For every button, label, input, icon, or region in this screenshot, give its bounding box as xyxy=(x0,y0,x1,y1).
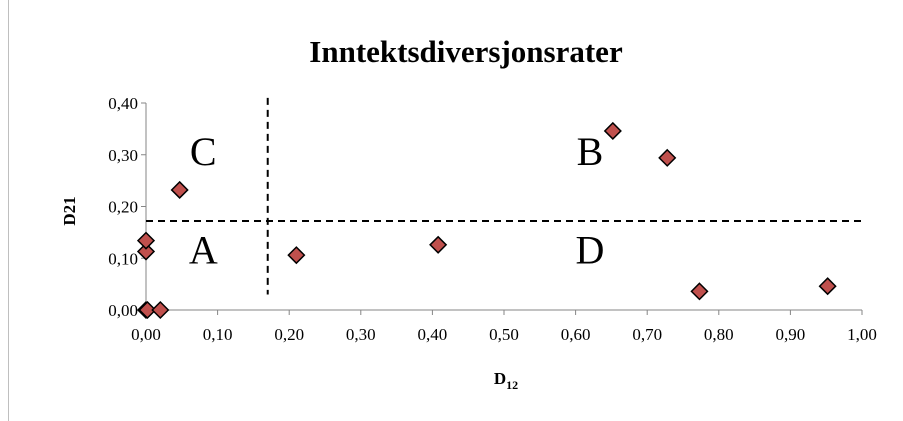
chart-title: Inntektsdiversjonsrater xyxy=(309,34,623,69)
axes xyxy=(141,102,863,315)
data-point xyxy=(658,148,677,167)
tick-labels: 0,00 0,10 0,20 0,30 0,40 0,00 0,10 0,20 0,30 0,40… xyxy=(108,94,877,344)
x-axis-title: D12 xyxy=(494,369,518,392)
x-tick-label: 0,60 xyxy=(561,325,591,344)
data-point xyxy=(151,300,170,320)
x-tick-label: 0,70 xyxy=(632,325,662,344)
x-tick-label: 0,50 xyxy=(489,325,519,344)
y-axis-title: D21 xyxy=(60,196,79,225)
x-tick-label: 0,80 xyxy=(704,325,734,344)
quadrant-label-b: B xyxy=(577,129,604,174)
quadrant-labels: C B A D xyxy=(189,129,605,272)
x-tick-label: 0,40 xyxy=(418,325,448,344)
data-point xyxy=(429,235,448,254)
data-point xyxy=(603,121,622,141)
data-point xyxy=(138,300,157,320)
y-tick-label: 0,30 xyxy=(108,146,138,165)
chart-area: Inntektsdiversjonsrater 0,00 0,10 0,20 0,30… xyxy=(8,0,901,421)
x-tick-label: 0,90 xyxy=(776,325,806,344)
data-point xyxy=(287,246,306,265)
quadrant-label-d: D xyxy=(575,227,604,272)
y-tick-label: 0,00 xyxy=(108,301,138,320)
x-tick-label: 1,00 xyxy=(847,325,877,344)
x-tick-label: 0,20 xyxy=(274,325,304,344)
data-point xyxy=(818,277,837,296)
scatter-chart: Inntektsdiversjonsrater 0,00 0,10 0,20 0,30… xyxy=(60,34,877,392)
quadrant-label-a: A xyxy=(189,227,218,272)
quadrant-label-c: C xyxy=(190,129,217,174)
data-point xyxy=(690,282,709,301)
data-points xyxy=(136,121,837,320)
y-tick-label: 0,40 xyxy=(108,94,138,113)
x-axis-title-subscript: 12 xyxy=(506,378,518,392)
data-point xyxy=(136,231,156,250)
y-tick-label: 0,20 xyxy=(108,198,138,217)
data-point xyxy=(170,180,189,200)
x-axis-title-main: D xyxy=(494,369,506,388)
x-tick-label: 0,30 xyxy=(346,325,376,344)
data-point xyxy=(136,242,156,261)
x-tick-label: 0,10 xyxy=(203,325,233,344)
y-tick-label: 0,10 xyxy=(108,249,138,268)
reference-lines xyxy=(146,97,862,295)
x-tick-label: 0,00 xyxy=(131,325,161,344)
